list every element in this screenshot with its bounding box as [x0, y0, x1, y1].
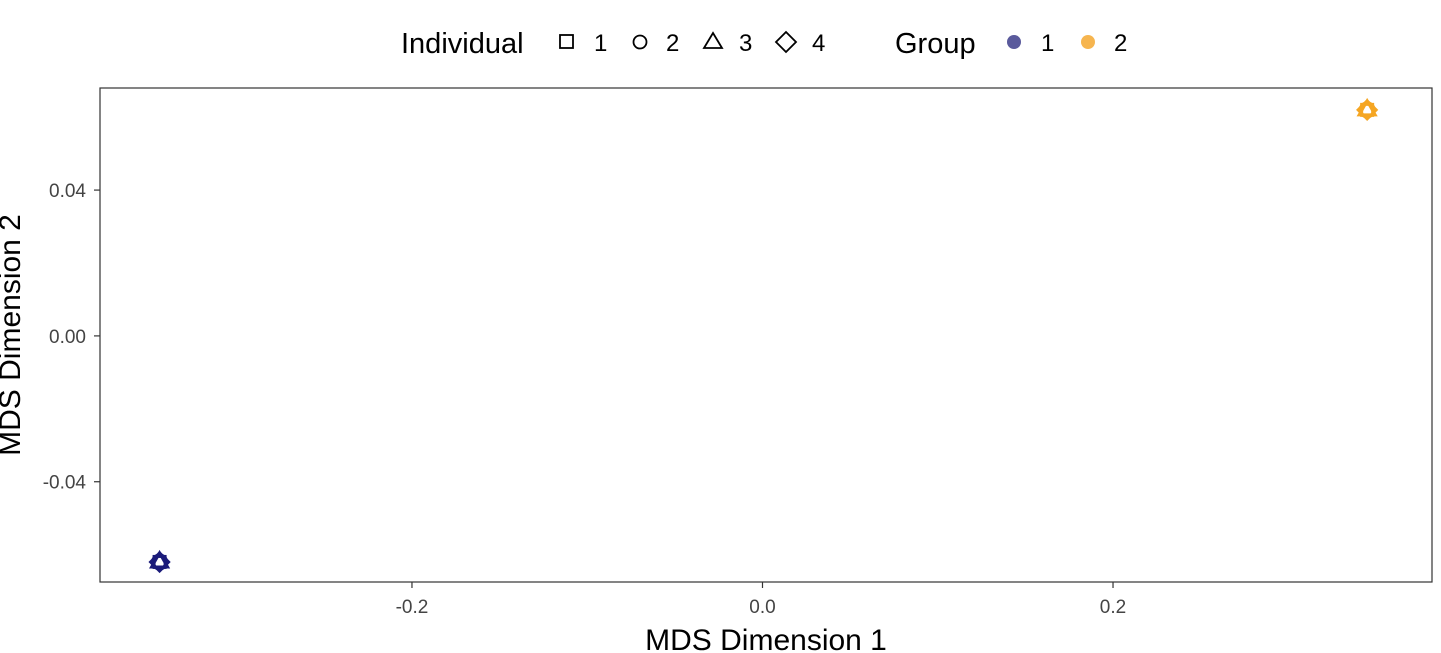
x-axis-title: MDS Dimension 1 [645, 624, 887, 653]
legend-group-label-2: 2 [1114, 30, 1127, 57]
x-tick-label: 0.2 [1100, 597, 1126, 618]
point-triangle [1356, 97, 1378, 117]
legend-circle-icon [632, 34, 648, 50]
point-triangle [149, 549, 171, 569]
legend-diamond-icon [774, 30, 798, 54]
legend-group-label-1: 1 [1041, 30, 1054, 57]
data-points [148, 97, 1379, 574]
x-tick-label: -0.2 [396, 597, 429, 618]
point-diamond [1356, 98, 1379, 121]
x-tick-label: 0.0 [749, 597, 775, 618]
legend-triangle-icon [702, 31, 724, 49]
point-diamond [148, 550, 171, 574]
legend-group-1-dot [1007, 35, 1021, 49]
y-axis-title: MDS Dimension 2 [0, 214, 27, 456]
legend-individual-label-3: 3 [739, 30, 752, 57]
legend-group-2-dot [1081, 35, 1095, 49]
y-axis: -0.04 0.00 0.04 [43, 181, 100, 494]
y-tick-label: -0.04 [43, 473, 87, 494]
legend-title-group: Group [895, 28, 976, 60]
x-axis: -0.2 0.0 0.2 [396, 582, 1126, 618]
legend-title-individual: Individual [401, 28, 524, 60]
y-tick-label: 0.00 [49, 327, 86, 348]
legend-square-icon [559, 34, 574, 49]
legend-individual-label-1: 1 [594, 30, 607, 57]
legend-individual-label-2: 2 [666, 30, 679, 57]
legend-individual-label-4: 4 [812, 30, 825, 57]
y-tick-label: 0.04 [49, 181, 86, 202]
plot-panel [99, 87, 1433, 583]
legend: Individual 1 2 3 4 Group 1 2 [401, 28, 1127, 60]
